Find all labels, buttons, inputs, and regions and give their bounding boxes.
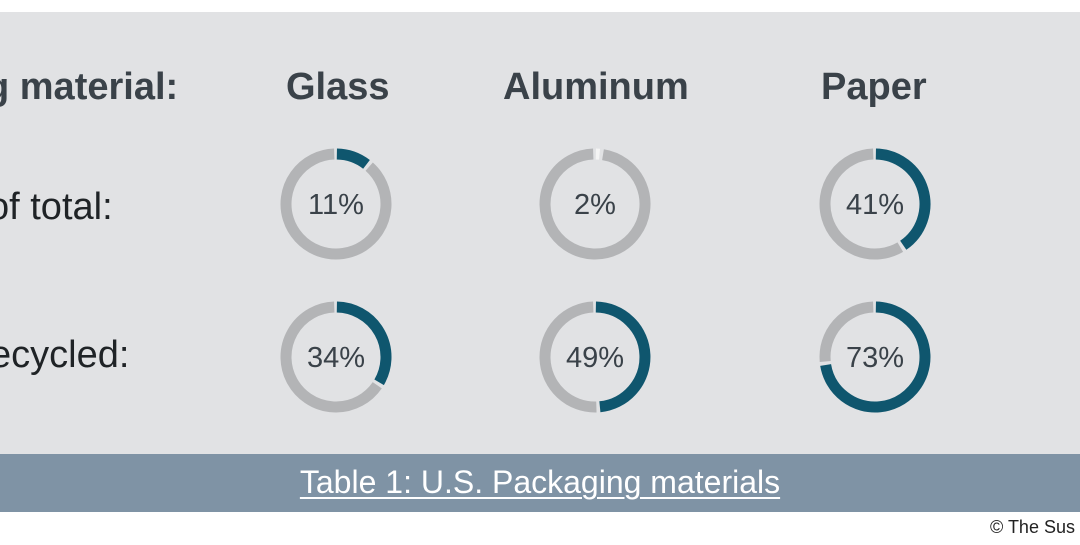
donut-value-label: 41% (846, 189, 904, 221)
donut-value-arc (875, 148, 931, 250)
column-header-aluminum: Aluminum (503, 66, 689, 108)
donut-value-label: 73% (846, 342, 904, 374)
donut-track (280, 301, 382, 413)
donut-glass-recycled: 34% (280, 301, 392, 413)
row-header-label: g material: (0, 66, 179, 108)
donut-paper-share-of-total: 41% (819, 148, 931, 260)
donut-track (539, 301, 597, 413)
donut-track (819, 148, 904, 260)
copyright-notice: © The Sus (990, 517, 1075, 537)
donut-value-label: 34% (307, 342, 365, 374)
donut-track (539, 148, 651, 260)
donut-paper-recycled: 73% (819, 301, 931, 413)
donut-value-arc (820, 301, 931, 413)
donut-value-arc (595, 301, 651, 413)
donut-track (819, 301, 874, 363)
donut-aluminum-recycled: 49% (539, 301, 651, 413)
donut-value-arc (336, 148, 370, 169)
donut-value-label: 11% (308, 189, 364, 221)
donut-track (280, 148, 392, 260)
donut-glass-share-of-total: 11% (280, 148, 392, 260)
table-panel (0, 12, 1080, 454)
donut-aluminum-share-of-total: 2% (539, 148, 651, 260)
column-header-glass: Glass (286, 66, 390, 108)
table-caption-link[interactable]: Table 1: U.S. Packaging materials (299, 464, 781, 500)
donut-value-arc (336, 301, 392, 386)
donut-value-label: 49% (566, 342, 624, 374)
caption-bar (0, 454, 1080, 512)
donut-value-label: 2% (574, 189, 616, 221)
column-header-paper: Paper (821, 66, 927, 108)
row-label-recycled: ecycled: (0, 334, 130, 376)
row-label-share-of-total: of total: (0, 186, 113, 228)
